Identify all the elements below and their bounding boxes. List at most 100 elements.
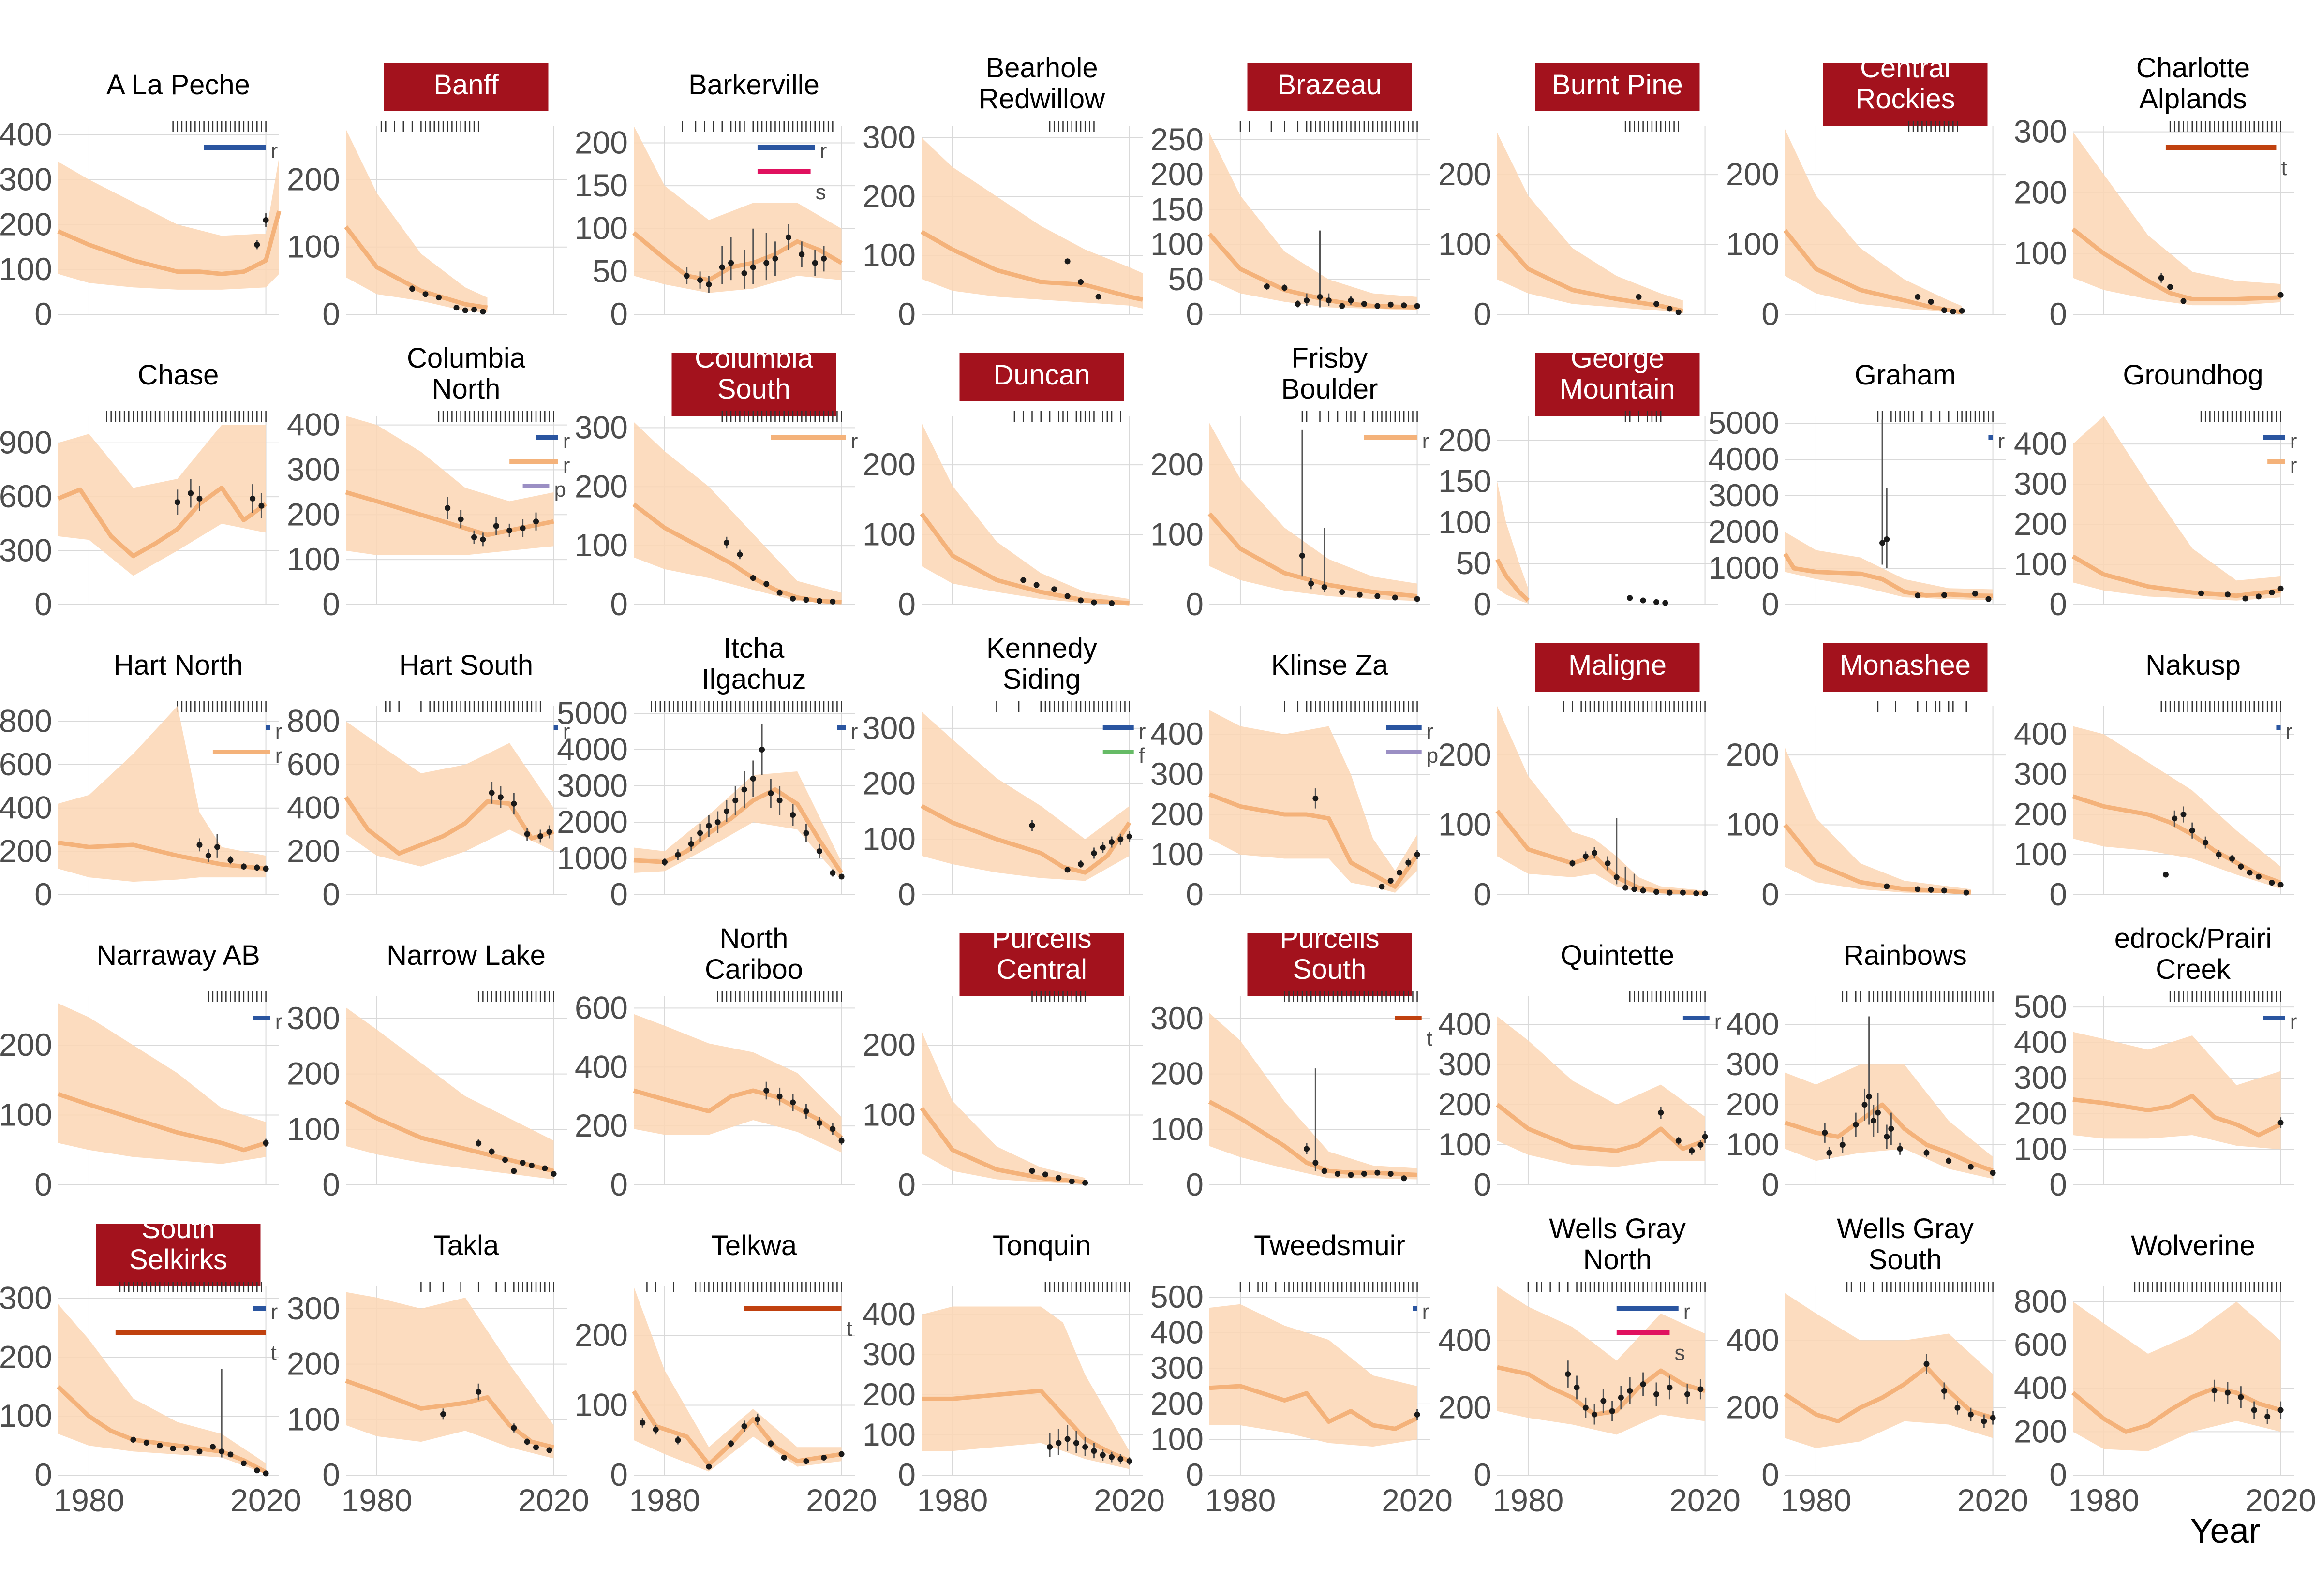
- observation-point: [697, 277, 703, 283]
- y-tick-label: 600: [287, 746, 340, 782]
- y-tick-label: 200: [1438, 1086, 1491, 1122]
- observation-point: [250, 495, 256, 502]
- observation-point: [1884, 1134, 1890, 1140]
- observation-point: [1064, 867, 1071, 873]
- title-highlight-box: [671, 353, 836, 416]
- panel-title: Hart North: [114, 650, 243, 681]
- trend-line: [345, 490, 554, 537]
- trend-band: [58, 1003, 266, 1164]
- y-tick-label: 100: [1150, 226, 1204, 262]
- trend-line: [920, 1107, 1086, 1184]
- panel-title: Graham: [1855, 359, 1956, 391]
- title-highlight-box: [1247, 933, 1412, 996]
- y-tick-label: 400: [1438, 1006, 1491, 1042]
- observation-point: [1600, 1398, 1607, 1404]
- observation-point: [1640, 1381, 1646, 1387]
- title-highlight-box: [1535, 353, 1700, 416]
- observation-point: [781, 1454, 787, 1461]
- x-tick-label: 1980: [917, 1482, 988, 1518]
- observation-point: [1990, 1170, 1996, 1176]
- trend-band: [922, 711, 1130, 881]
- observation-point: [1321, 584, 1327, 590]
- panel-title: Narraway AB: [96, 940, 260, 971]
- observation-point: [684, 273, 690, 279]
- y-tick-label: 200: [2014, 174, 2067, 210]
- observation-point: [1029, 822, 1035, 828]
- observation-point: [1875, 1109, 1881, 1116]
- trend-line: [2071, 1386, 2281, 1434]
- observation-point: [1923, 1361, 1930, 1367]
- panel-title: Hart South: [399, 650, 533, 681]
- observation-point: [2269, 590, 2275, 596]
- y-tick-label: 200: [863, 446, 916, 482]
- observation-point: [1928, 887, 1934, 893]
- observation-point: [821, 1454, 827, 1461]
- panel-title: Barkerville: [688, 69, 819, 101]
- caribou-panel: Narrow Lake 0 100 200 300: [287, 940, 567, 1202]
- y-tick-label: 900: [0, 425, 52, 460]
- observation-point: [776, 590, 783, 596]
- observation-point: [1627, 595, 1633, 601]
- y-tick-label: 300: [0, 1280, 52, 1315]
- trend-line: [1783, 823, 1971, 895]
- observation-point: [2229, 856, 2235, 862]
- observation-point: [1078, 597, 1084, 604]
- y-tick-label: 300: [863, 710, 916, 746]
- observation-point: [1605, 860, 1611, 866]
- observation-point: [1047, 1444, 1053, 1450]
- observation-point: [254, 864, 260, 871]
- panel-title: Rainbows: [1844, 940, 1967, 971]
- observation-point: [1414, 303, 1420, 309]
- trend-band: [2073, 416, 2281, 601]
- y-tick-label: 200: [1438, 156, 1491, 192]
- trend-band: [2073, 1301, 2281, 1451]
- treatment-label: t: [847, 1317, 852, 1341]
- y-tick-label: 0: [2049, 1457, 2067, 1493]
- title-highlight-box: [96, 1224, 261, 1286]
- y-tick-label: 4000: [557, 731, 628, 767]
- observation-point: [1299, 552, 1305, 559]
- y-tick-label: 300: [2014, 756, 2067, 792]
- y-tick-label: 400: [2014, 1024, 2067, 1060]
- y-tick-label: 300: [1150, 1350, 1204, 1386]
- observation-point: [1361, 301, 1367, 307]
- trend-band: [1785, 1293, 1993, 1448]
- treatment-label: r: [275, 720, 283, 743]
- observation-point: [1653, 889, 1660, 895]
- observation-point: [1967, 1411, 1974, 1418]
- observation-point: [1972, 591, 1979, 597]
- caribou-panel: Tonquin 0 100 200 300 400 1980 2020: [863, 1230, 1165, 1518]
- observation-point: [1592, 1411, 1598, 1418]
- observation-point: [790, 812, 796, 818]
- x-tick-label: 2020: [1382, 1482, 1453, 1518]
- y-tick-label: 200: [1726, 1389, 1779, 1425]
- y-tick-label: 100: [1438, 504, 1491, 540]
- observation-point: [219, 1448, 225, 1455]
- y-tick-label: 200: [1726, 1086, 1779, 1122]
- y-tick-label: 5000: [1708, 405, 1779, 441]
- observation-point: [1915, 886, 1921, 892]
- observation-point: [1667, 306, 1673, 312]
- observation-point: [1879, 540, 1886, 546]
- x-tick-label: 2020: [230, 1482, 301, 1518]
- observation-point: [1675, 309, 1682, 315]
- observation-point: [1967, 1164, 1974, 1170]
- observation-point: [1636, 294, 1642, 300]
- observation-point: [1091, 599, 1097, 606]
- y-tick-label: 0: [1474, 876, 1491, 912]
- observation-point: [697, 830, 703, 836]
- treatment-label: t: [271, 1341, 277, 1365]
- observation-point: [1348, 297, 1354, 304]
- observation-point: [2247, 870, 2253, 876]
- y-tick-label: 100: [1150, 1111, 1204, 1147]
- observation-point: [497, 794, 504, 800]
- observation-point: [750, 264, 756, 270]
- observation-point: [1640, 887, 1646, 894]
- observation-point: [1915, 592, 1921, 599]
- observation-point: [776, 1094, 783, 1100]
